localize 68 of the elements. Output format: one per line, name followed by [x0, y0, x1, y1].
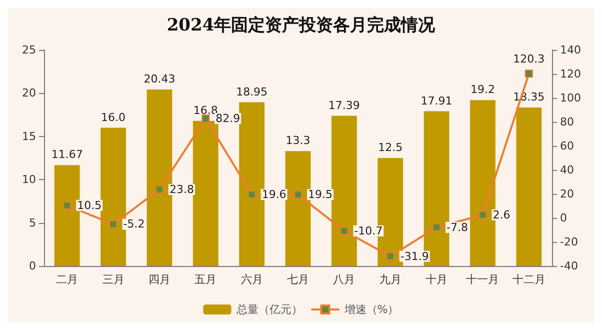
- x-tick-label: 十二月: [512, 273, 546, 286]
- y2-tick-label: -20: [560, 236, 578, 248]
- bar: [516, 107, 542, 266]
- legend-label: 增速（%）: [343, 303, 399, 316]
- y-tick-label: 20: [22, 86, 36, 100]
- y2-tick-label: 60: [560, 140, 574, 152]
- x-tick-label: 七月: [287, 273, 309, 286]
- point: [63, 201, 72, 210]
- x-tick-label: 十月: [426, 273, 448, 286]
- data-label: 19.6: [262, 188, 286, 201]
- data-label: 16.8: [193, 104, 218, 117]
- point: [340, 226, 348, 235]
- data-label: 82.9: [216, 112, 240, 126]
- x-tick-label: 六月: [240, 273, 263, 286]
- x-tick-label: 九月: [379, 273, 402, 286]
- data-label: 19.5: [308, 188, 332, 202]
- data-label: -5.2: [123, 218, 145, 231]
- bar: [192, 120, 218, 266]
- data-label: 23.8: [169, 182, 194, 196]
- point: [155, 185, 164, 194]
- y-tick-label: 5: [29, 216, 36, 230]
- y-tick-label: 10: [22, 173, 36, 186]
- y2-tick-label: 120: [560, 68, 581, 80]
- x-tick-label: 三月: [102, 273, 124, 286]
- point: [294, 190, 302, 199]
- x-tick-label: 二月: [56, 273, 78, 286]
- y-tick-label: 25: [22, 44, 36, 56]
- data-label: 13.3: [286, 134, 310, 148]
- bar: [285, 151, 311, 266]
- point: [248, 190, 256, 198]
- data-label: 20.43: [144, 72, 176, 86]
- point: [432, 223, 441, 232]
- y2-tick-label: -40: [560, 260, 578, 272]
- x-tick-label: 十一月: [466, 273, 500, 286]
- x-tick-label: 八月: [333, 273, 356, 286]
- bar: [470, 100, 496, 266]
- y2-tick-label: 80: [560, 116, 574, 128]
- y-tick-label: 15: [22, 130, 36, 143]
- data-label: 2.6: [492, 208, 510, 222]
- data-label: -10.7: [354, 224, 383, 238]
- point: [478, 210, 487, 219]
- point: [109, 220, 118, 228]
- point: [386, 252, 394, 260]
- y-tick-label: 0: [29, 260, 36, 272]
- data-label: 120.3: [513, 52, 545, 66]
- data-label: 18.95: [236, 85, 268, 98]
- y2-tick-label: 100: [560, 92, 581, 104]
- chart-title: 2024年固定资产投资各月完成情况: [166, 16, 436, 36]
- y2-tick-label: 0: [560, 212, 567, 224]
- data-label: 12.5: [378, 141, 403, 154]
- data-label: -31.9: [400, 250, 429, 263]
- data-label: 19.2: [470, 83, 495, 96]
- x-tick-label: 四月: [148, 273, 170, 286]
- x-tick-label: 五月: [194, 273, 217, 286]
- bar: [54, 165, 80, 266]
- y2-tick-label: 20: [560, 188, 574, 200]
- point: [202, 114, 210, 123]
- data-label: 16.0: [101, 110, 126, 124]
- point: [524, 70, 533, 78]
- data-label: 17.39: [328, 98, 360, 112]
- y2-tick-label: 40: [560, 164, 574, 176]
- data-label: 10.5: [77, 198, 102, 212]
- legend-label: 总量（亿元）: [235, 303, 302, 316]
- y2-tick-label: 140: [560, 44, 581, 56]
- data-label: 17.91: [420, 94, 452, 108]
- data-label: 11.67: [51, 148, 83, 162]
- bar: [239, 102, 265, 266]
- data-label: -7.8: [446, 220, 468, 234]
